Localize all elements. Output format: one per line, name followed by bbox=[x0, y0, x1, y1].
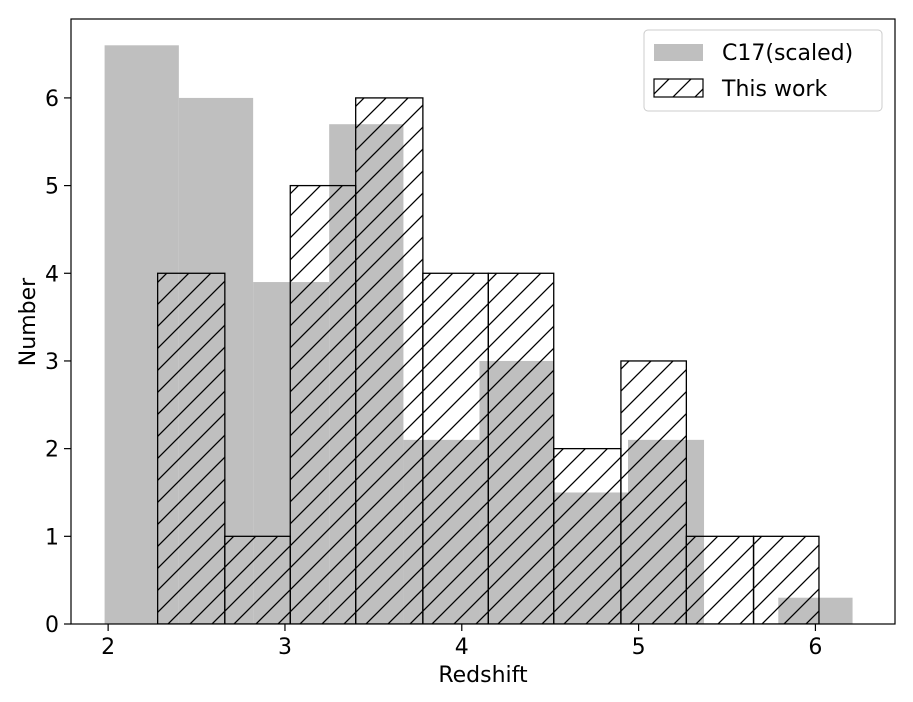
legend-swatch-c17 bbox=[654, 44, 703, 61]
this-work-bars bbox=[156, 97, 820, 624]
legend-swatch-this-work bbox=[653, 78, 704, 98]
this-work-bar-5 bbox=[487, 272, 555, 624]
y-axis-ticks: 0 1 2 3 4 5 6 bbox=[45, 87, 71, 638]
plot-frame bbox=[70, 18, 896, 625]
this-work-bar-3 bbox=[355, 97, 424, 624]
this-work-bar-0 bbox=[156, 272, 226, 624]
this-work-bar-9 bbox=[752, 535, 820, 624]
x-tick-label-4: 6 bbox=[808, 635, 822, 660]
x-axis-ticks: 2 3 4 5 6 bbox=[101, 624, 822, 660]
y-tick-label-2: 2 bbox=[45, 438, 59, 463]
y-tick-label-5: 5 bbox=[45, 175, 59, 200]
y-tick-label-6: 6 bbox=[45, 87, 59, 112]
x-tick-label-3: 5 bbox=[632, 635, 646, 660]
legend-label-this-work: This work bbox=[721, 77, 827, 102]
y-axis-label: Number bbox=[16, 277, 41, 366]
legend: C17(scaled) This work bbox=[643, 29, 883, 112]
this-work-bar-2 bbox=[289, 184, 357, 624]
y-tick-label-1: 1 bbox=[45, 525, 59, 550]
this-work-bar-8 bbox=[685, 535, 755, 624]
this-work-bar-4 bbox=[422, 272, 489, 624]
y-tick-label-4: 4 bbox=[45, 262, 59, 287]
x-axis-label: Redshift bbox=[438, 663, 528, 688]
this-work-bar-7 bbox=[620, 360, 687, 624]
x-tick-label-1: 3 bbox=[278, 635, 292, 660]
legend-label-c17: C17(scaled) bbox=[722, 41, 853, 66]
this-work-bar-1 bbox=[224, 535, 291, 624]
x-tick-label-0: 2 bbox=[101, 635, 115, 660]
y-tick-label-0: 0 bbox=[45, 613, 59, 638]
this-work-bar-6 bbox=[553, 447, 622, 624]
x-tick-label-2: 4 bbox=[455, 635, 469, 660]
y-tick-label-3: 3 bbox=[45, 350, 59, 375]
